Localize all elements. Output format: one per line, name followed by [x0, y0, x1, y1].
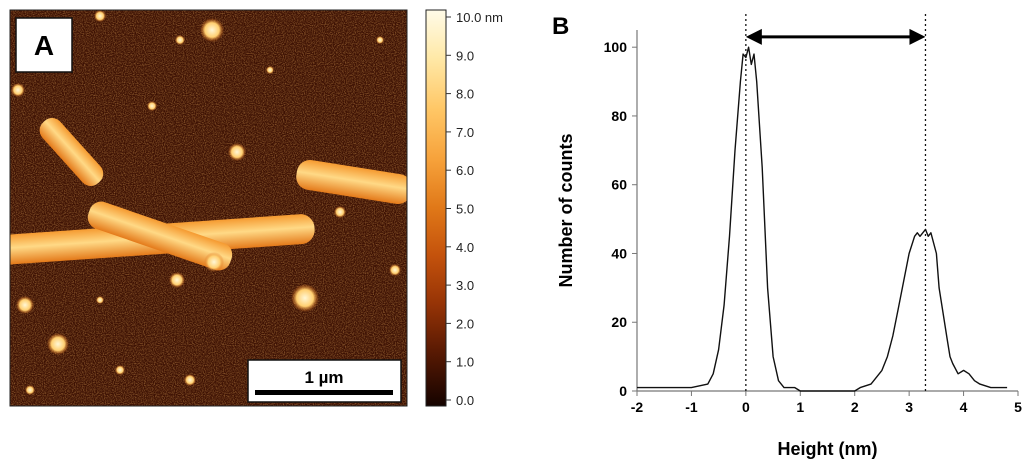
- colorbar-tick-label: 1.0: [456, 355, 474, 370]
- scale-bar-label: 1 µm: [304, 368, 343, 387]
- svg-text:A: A: [34, 30, 54, 61]
- colorbar: 10.0 nm 9.0 8.0 7.0 6.0 5.0 4.0 3.0 2.0 1.0 0.0: [425, 9, 503, 408]
- colorbar-tick-label: 6.0: [456, 163, 474, 178]
- y-tick-label: 60: [611, 177, 627, 193]
- afm-particles: [11, 10, 401, 395]
- histogram-series-line: [637, 46, 1008, 392]
- x-tick-label: 5: [1014, 399, 1022, 415]
- afm-image: [10, 10, 407, 406]
- y-tick-label: 0: [619, 383, 627, 399]
- colorbar-tick-label: 4.0: [456, 240, 474, 255]
- x-tick-label: 3: [905, 399, 913, 415]
- colorbar-tick-label: 2.0: [456, 316, 474, 331]
- arrow-head-left: [745, 28, 762, 45]
- afm-rods: [10, 118, 407, 271]
- x-tick-label: 2: [851, 399, 859, 415]
- x-tick-label: -2: [631, 399, 644, 415]
- colorbar-tick-label: 3.0: [456, 278, 474, 293]
- colorbar-tick-label: 0.0: [456, 393, 474, 408]
- y-tick-label: 100: [604, 39, 628, 55]
- colorbar-tick-label: 10.0 nm: [456, 10, 503, 25]
- x-tick-label: 0: [742, 399, 750, 415]
- y-tick-label: 40: [611, 245, 627, 261]
- panel-b-label: B: [552, 13, 569, 40]
- colorbar-tick-label: 8.0: [456, 87, 474, 102]
- y-tick-label: 80: [611, 108, 627, 124]
- colorbar-tick-label: 7.0: [456, 125, 474, 140]
- panel-a-label: A: [15, 17, 73, 73]
- y-axis-label: Number of counts: [556, 133, 576, 287]
- x-axis-label: Height (nm): [778, 439, 878, 459]
- rod: [296, 159, 407, 205]
- scale-bar-line: [255, 390, 393, 395]
- x-tick-label: 1: [796, 399, 804, 415]
- colorbar-tick-label: 9.0: [456, 48, 474, 63]
- x-tick-label: 4: [960, 399, 968, 415]
- y-tick-label: 20: [611, 314, 627, 330]
- scale-bar: 1 µm: [247, 359, 402, 403]
- arrow-head-right: [909, 28, 926, 45]
- rod: [87, 201, 233, 271]
- x-tick-label: -1: [685, 399, 698, 415]
- colorbar-tick-label: 5.0: [456, 202, 474, 217]
- height-histogram-chart: -2 -1 0 1 2 3 4 5 0 20 40 60 80 100 Height (nm) Number …: [556, 14, 1022, 459]
- rod: [39, 118, 104, 186]
